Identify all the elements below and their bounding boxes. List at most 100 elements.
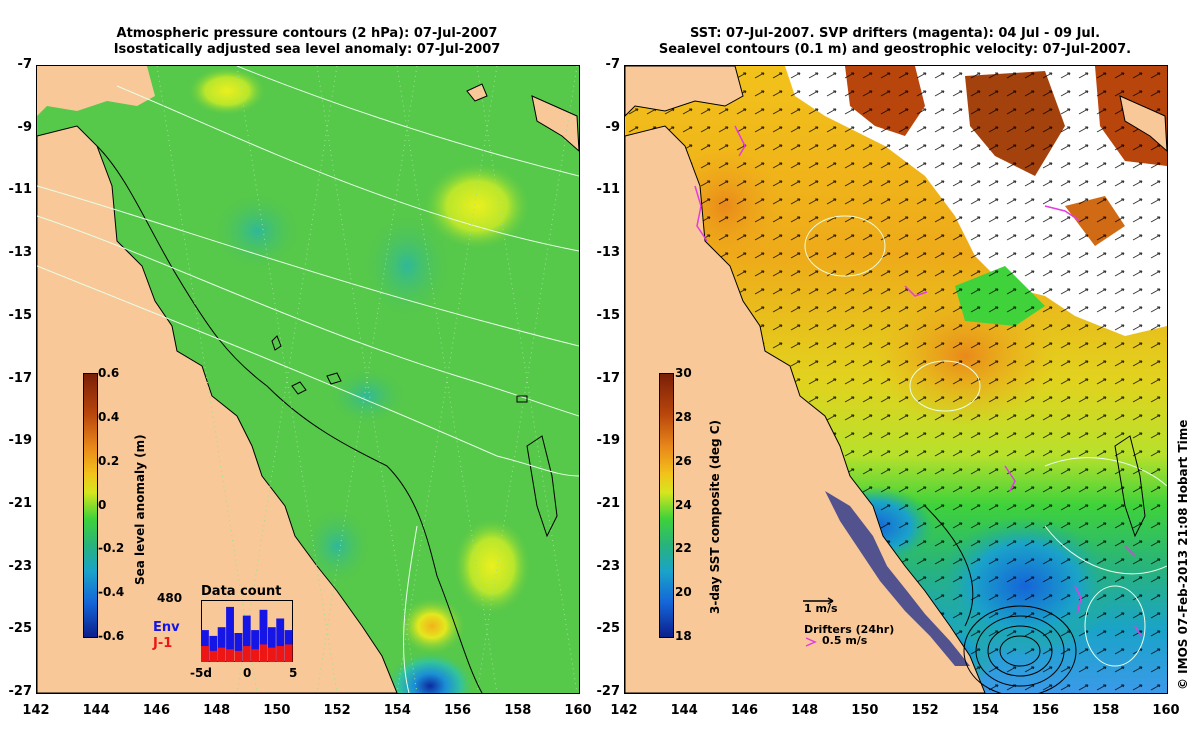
right-longitude-tick: 158: [1092, 703, 1120, 718]
png-island-right: [1119, 95, 1167, 152]
right-colorbar-tick: 22: [675, 541, 692, 556]
right-longitude-tick: 148: [791, 703, 819, 718]
negative-anomaly-4: [302, 506, 372, 586]
right-title-line2: Sealevel contours (0.1 m) and geostrophi…: [658, 42, 1132, 57]
env-count-bar: [267, 627, 276, 662]
right-colorbar-tick: 28: [675, 409, 692, 424]
small-island: [466, 83, 488, 102]
right-latitude-tick: -9: [605, 119, 620, 135]
right-colorbar-tick: 18: [675, 629, 692, 643]
svp-drifter-tracks: [694, 125, 1142, 637]
env-count-bar: [251, 630, 260, 662]
left-latitude-tick: -21: [8, 495, 33, 511]
positive-anomaly-eddy: [422, 161, 532, 251]
negative-anomaly-1: [212, 191, 302, 271]
right-longitude-tick: 152: [911, 703, 939, 718]
left-title-line1: Atmospheric pressure contours (2 hPa): 0…: [116, 26, 498, 41]
left-latitude-tick: -25: [8, 621, 33, 637]
pressure-contour-5: [37, 265, 579, 477]
negative-anomaly-2: [362, 211, 452, 321]
left-latitude-tick: -15: [8, 307, 33, 323]
positive-anomaly-south: [452, 516, 532, 616]
j1-count-bar: [217, 647, 226, 662]
left-colorbar-tick: 0.4: [98, 409, 120, 424]
left-colorbar-tick: 0: [98, 497, 107, 512]
left-colorbar-tick: 0.2: [98, 453, 120, 468]
right-latitude-tick: -13: [596, 245, 621, 261]
drifter-scale-arrow: [805, 637, 817, 647]
positive-anomaly-north: [187, 66, 267, 116]
left-latitude-tick: -17: [8, 370, 33, 386]
png-island: [531, 95, 579, 152]
right-latitude-tick: -21: [596, 495, 621, 511]
right-longitude-tick: 142: [610, 703, 638, 718]
pressure-contour-3: [116, 85, 579, 252]
new-caledonia-outline: [526, 435, 558, 538]
left-colorbar-label: Sea level anomaly (m): [133, 434, 147, 585]
env-count-bar: [209, 635, 218, 662]
right-map-panel: [624, 65, 1168, 694]
right-longitude-tick: 146: [730, 703, 758, 718]
left-longitude-tick: 142: [22, 703, 50, 718]
sst-map: [625, 66, 1167, 693]
cold-coastal-water: [825, 491, 970, 666]
env-count-bar: [234, 633, 243, 662]
env-count-bar: [217, 627, 226, 662]
left-colorbar: [83, 373, 98, 638]
papua-land: [37, 66, 155, 116]
j1-count-bar: [267, 647, 276, 662]
left-latitude-tick: -23: [8, 558, 33, 574]
right-latitude-tick: -17: [596, 370, 621, 386]
j1-count-bar: [201, 646, 209, 662]
imos-credit: © IMOS 07-Feb-2013 21:08 Hobart Time: [1176, 419, 1190, 690]
pressure-contour-4: [236, 66, 579, 177]
negative-anomaly-3: [327, 366, 407, 426]
env-count-bar: [226, 606, 234, 662]
data-count-title: Data count: [201, 584, 282, 599]
left-latitude-tick: -27: [8, 684, 33, 699]
sea-level-anomaly-map: [37, 66, 579, 693]
j1-label: J-1: [153, 636, 173, 651]
right-latitude-tick: -25: [596, 621, 621, 637]
positive-anomaly-south-west: [397, 596, 467, 656]
j1-count-bar: [251, 649, 260, 662]
env-label: Env: [153, 620, 180, 635]
australia-land: [37, 125, 398, 693]
right-latitude-tick: -15: [596, 307, 621, 323]
left-colorbar-tick: 0.6: [98, 366, 120, 380]
right-colorbar-tick: 24: [675, 497, 692, 512]
j1-count-bar: [276, 646, 285, 662]
data-count-max: 480: [157, 591, 183, 605]
right-title-line1: SST: 07-Jul-2007. SVP drifters (magenta)…: [689, 26, 1101, 41]
left-longitude-tick: 160: [564, 703, 592, 718]
left-colorbar-tick: -0.2: [98, 541, 125, 556]
sea-level-contours-black: [924, 435, 1146, 693]
right-colorbar-tick: 26: [675, 453, 692, 468]
australia-land-right: [625, 125, 986, 693]
right-colorbar-tick: 20: [675, 585, 692, 600]
data-count-x-mid: 0: [243, 666, 252, 680]
sea-level-contours-white: [804, 215, 1167, 667]
env-count-bar: [276, 618, 285, 662]
pressure-contour-2: [37, 185, 579, 347]
left-longitude-tick: 156: [443, 703, 472, 718]
right-longitude-tick: 160: [1152, 703, 1180, 718]
j1-count-bar: [259, 644, 268, 662]
left-longitude-tick: 158: [504, 703, 532, 718]
right-latitude-tick: -7: [605, 57, 620, 72]
pressure-contour-1: [37, 215, 579, 417]
altimeter-tracks: [156, 66, 578, 693]
left-longitude-tick: 152: [323, 703, 351, 718]
right-longitude-tick: 154: [971, 703, 999, 718]
right-colorbar-label: 3-day SST composite (deg C): [708, 419, 722, 614]
left-longitude-tick: 150: [263, 703, 291, 718]
right-colorbar-tick: 30: [675, 366, 692, 380]
left-title-line2: Isostatically adjusted sea level anomaly…: [113, 42, 501, 57]
left-latitude-tick: -11: [8, 182, 33, 198]
right-colorbar: [659, 373, 674, 638]
left-longitude-tick: 144: [82, 703, 110, 718]
env-count-bar: [259, 609, 268, 662]
right-longitude-tick: 144: [670, 703, 698, 718]
velocity-scale-label: 1 m/s: [804, 602, 838, 615]
left-latitude-tick: -7: [17, 57, 32, 72]
